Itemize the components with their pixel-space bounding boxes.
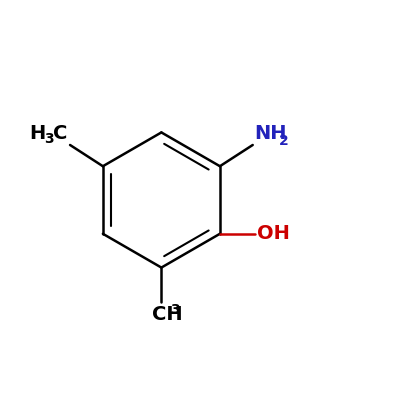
Text: C: C (54, 124, 68, 143)
Text: 3: 3 (44, 132, 54, 146)
Text: 3: 3 (170, 304, 180, 318)
Text: H: H (30, 124, 46, 143)
Text: 2: 2 (279, 134, 289, 148)
Text: OH: OH (256, 224, 290, 243)
Text: CH: CH (152, 306, 182, 324)
Text: NH: NH (255, 124, 287, 143)
